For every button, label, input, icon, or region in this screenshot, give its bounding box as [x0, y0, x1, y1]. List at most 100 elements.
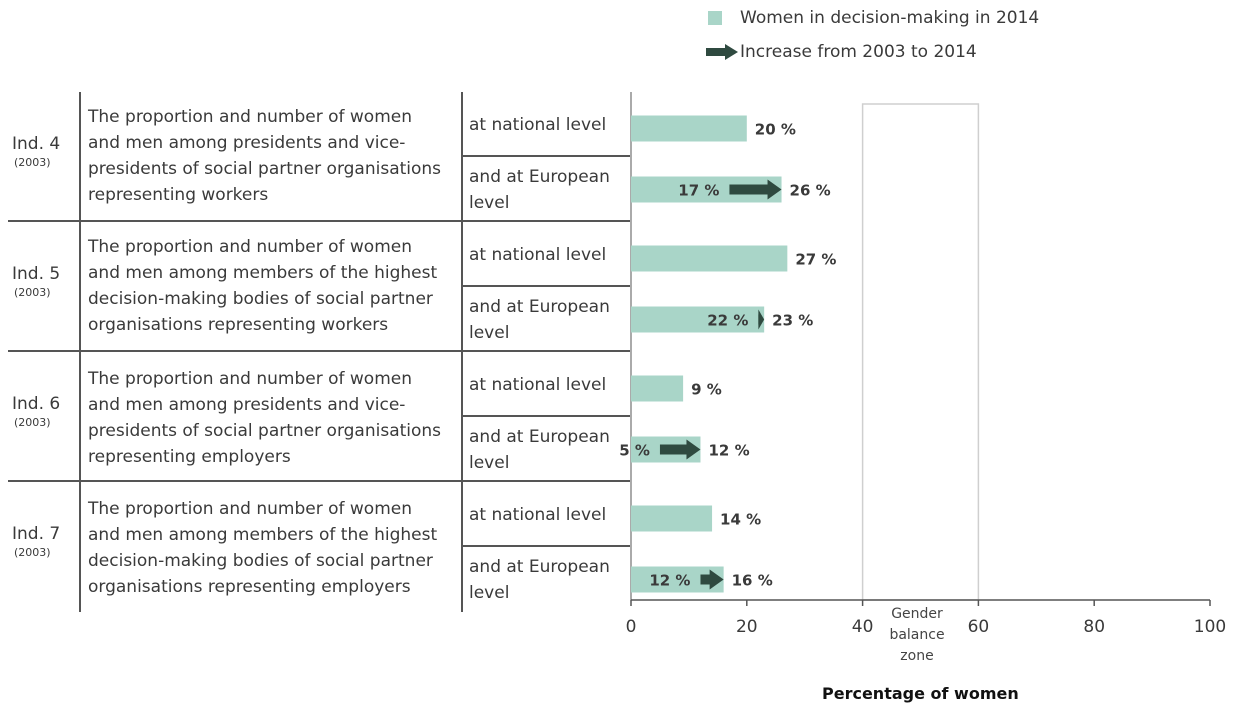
- level-label: and at European level: [469, 424, 629, 476]
- description-line: and men among members of the highest: [88, 263, 438, 283]
- level-label: and at European level: [469, 554, 629, 606]
- bar-value-label: 26 %: [790, 182, 831, 200]
- level-line: and at European: [469, 167, 610, 187]
- sub-row-divider: [462, 285, 630, 287]
- increase-arrow-shaft: [729, 184, 769, 195]
- increase-arrow-shaft: [659, 444, 688, 455]
- zone-label-line: zone: [900, 648, 934, 664]
- x-tick-label: 40: [852, 617, 874, 637]
- bar-value-label: 9 %: [691, 381, 722, 399]
- sub-row-divider: [462, 155, 630, 157]
- description-line: and men among presidents and vice-: [88, 133, 406, 153]
- indicator-year: (2003): [14, 286, 51, 299]
- level-line: level: [469, 323, 510, 343]
- legend-arrow-label: Increase from 2003 to 2014: [740, 42, 977, 62]
- level-line: and at European: [469, 427, 610, 447]
- row-divider: [8, 350, 630, 352]
- arrow-icon: [706, 44, 738, 60]
- level-line: level: [469, 193, 510, 213]
- level-label: at national level: [469, 502, 629, 528]
- level-line: at national level: [469, 115, 607, 135]
- indicator-description: The proportion and number of women and m…: [88, 366, 460, 470]
- bar-value-label: 23 %: [772, 312, 813, 330]
- description-line: The proportion and number of women: [88, 369, 413, 389]
- x-tick-label: 0: [626, 617, 637, 637]
- legend-swatch: [708, 11, 722, 25]
- indicator-label: Ind. 6: [12, 394, 61, 414]
- increase-arrow-head: [758, 309, 765, 330]
- x-tick-label: 20: [736, 617, 758, 637]
- description-line: organisations representing workers: [88, 315, 389, 335]
- description-line: and men among presidents and vice-: [88, 395, 406, 415]
- bar-value-label: 12 %: [708, 442, 749, 460]
- bar-value-label: 20 %: [755, 121, 796, 139]
- description-line: and men among members of the highest: [88, 525, 438, 545]
- description-line: The proportion and number of women: [88, 107, 413, 127]
- description-line: decision-making bodies of social partner: [88, 289, 433, 309]
- indicator-id: Ind. 7 (2003): [12, 524, 60, 559]
- bar-2003-label: 17 %: [678, 182, 719, 200]
- description-line: The proportion and number of women: [88, 499, 413, 519]
- bar: [631, 245, 788, 272]
- indicator-label: Ind. 4: [12, 134, 61, 154]
- bar-value-label: 14 %: [720, 511, 761, 529]
- indicator-year: (2003): [14, 546, 51, 559]
- legend-item-bar: Women in decision-making in 2014: [706, 8, 1039, 28]
- indicator-description: The proportion and number of women and m…: [88, 234, 460, 338]
- bar-2003-label: 22 %: [707, 312, 748, 330]
- bar: [631, 375, 684, 402]
- row-divider: [8, 480, 630, 482]
- description-line: presidents of social partner organisatio…: [88, 159, 442, 179]
- description-line: decision-making bodies of social partner: [88, 551, 433, 571]
- level-label: at national level: [469, 112, 629, 138]
- legend-bar-label: Women in decision-making in 2014: [740, 8, 1040, 28]
- increase-arrow-head: [709, 569, 724, 590]
- sub-row-divider: [462, 415, 630, 417]
- description-line: organisations representing employers: [88, 577, 411, 597]
- bar: [631, 115, 747, 142]
- x-tick-label: 80: [1083, 617, 1105, 637]
- indicator-year: (2003): [14, 156, 51, 169]
- zone-label-line: balance: [889, 627, 945, 643]
- level-line: at national level: [469, 375, 607, 395]
- gender-balance-zone: [861, 103, 980, 601]
- description-line: representing workers: [88, 185, 269, 205]
- increase-arrow-shaft: [700, 574, 711, 585]
- indicator-description: The proportion and number of women and m…: [88, 104, 460, 208]
- level-label: at national level: [469, 372, 629, 398]
- increase-arrow-head: [767, 179, 782, 200]
- x-tick-label: 100: [1194, 617, 1226, 637]
- description-line: The proportion and number of women: [88, 237, 413, 257]
- table-divider: [79, 92, 81, 612]
- indicator-label: Ind. 5: [12, 264, 61, 284]
- level-line: level: [469, 453, 510, 473]
- x-axis-title: Percentage of women: [822, 684, 1019, 703]
- bar-value-label: 16 %: [732, 572, 773, 590]
- legend-item-arrow: Increase from 2003 to 2014: [706, 42, 977, 62]
- indicator-description: The proportion and number of women and m…: [88, 496, 460, 600]
- bar-2003-label: 12 %: [649, 572, 690, 590]
- description-line: representing employers: [88, 447, 291, 467]
- x-tick-label: 60: [968, 617, 990, 637]
- description-line: presidents of social partner organisatio…: [88, 421, 442, 441]
- increase-arrow-head: [686, 439, 701, 460]
- bar: [631, 306, 765, 333]
- indicator-id: Ind. 6 (2003): [12, 394, 60, 429]
- indicator-year: (2003): [14, 416, 51, 429]
- sub-row-divider: [462, 545, 630, 547]
- level-line: level: [469, 583, 510, 603]
- level-line: and at European: [469, 297, 610, 317]
- bar-2003-label: 5 %: [619, 442, 650, 460]
- table-divider: [461, 92, 463, 612]
- level-line: at national level: [469, 505, 607, 525]
- level-line: and at European: [469, 557, 610, 577]
- bar-value-label: 27 %: [795, 251, 836, 269]
- bar: [631, 505, 713, 532]
- level-label: and at European level: [469, 294, 629, 346]
- zone-label-line: Gender: [891, 606, 943, 622]
- indicator-id: Ind. 4 (2003): [12, 134, 60, 169]
- level-label: and at European level: [469, 164, 629, 216]
- zone-label: Gender balance zone: [876, 604, 958, 667]
